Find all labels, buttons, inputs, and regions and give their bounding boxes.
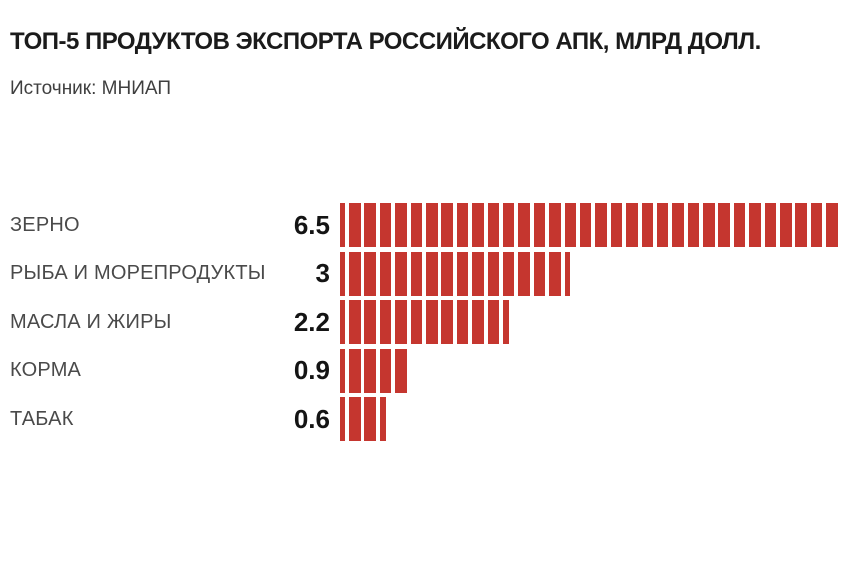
bar-segment [456,300,469,344]
bar-segment [410,300,423,344]
bar-segment [549,251,561,296]
bar-segment [349,397,361,441]
row-label-column: МАСЛА И ЖИРЫ 2.2 [0,307,330,338]
bar-segment [349,348,361,393]
bar-segment [410,203,423,247]
bar-segment [364,251,376,296]
bar-segment [379,300,392,344]
bar-segment [364,300,376,344]
bar-segment [364,397,376,441]
category-label: ЗЕРНО [10,213,80,236]
category-label: РЫБА И МОРЕПРОДУКТЫ [10,262,266,284]
bar-segment [379,348,392,393]
chart-title: ТОП-5 ПРОДУКТОВ ЭКСПОРТА РОССИЙСКОГО АПК… [10,28,761,55]
bar-segment [395,251,407,296]
bar [340,251,571,296]
bar-row: МАСЛА И ЖИРЫ 2.2 [0,300,850,344]
bar-segment [549,203,561,247]
bar-segment [379,203,392,247]
bar-segment [426,251,438,296]
bar-chart: ЗЕРНО 6.5 РЫБА И МОРЕПРОДУКТЫ 3 МАСЛА И ЖИРЫ… [0,203,850,446]
category-label: ТАБАК [10,407,74,430]
bar-segment [487,203,500,247]
bar-segment [518,251,530,296]
bar-segment [340,203,346,247]
bar-segment [502,203,515,247]
bar-segment [349,300,361,344]
value-label: 0.6 [293,403,330,434]
value-label: 3 [315,258,330,288]
bar-segment [364,348,376,393]
bar-segment [410,251,423,296]
bar-segment [340,397,346,441]
bar-segment [456,203,469,247]
row-label-column: РЫБА И МОРЕПРОДУКТЫ 3 [0,258,330,289]
bar-segment [395,300,407,344]
bar-segment [379,251,392,296]
bar-segment [672,203,684,247]
bar-segment [426,203,438,247]
bar-segment [472,251,484,296]
bar-segment [718,203,730,247]
row-label-column: ТАБАК 0.6 [0,404,330,435]
bar [340,348,407,393]
bar-segment [626,203,638,247]
bar-segment [656,203,669,247]
bar-segment [579,203,592,247]
bar-segment [749,203,761,247]
bar-segment [487,300,500,344]
bar-segment [733,203,746,247]
bar-segment [641,203,653,247]
source-note: Источник: МНИАП [10,78,171,99]
bar-segment [687,203,700,247]
bar-segment [456,251,469,296]
bar-segment [826,203,838,247]
row-label-column: ЗЕРНО 6.5 [0,210,330,241]
bar-segment [441,251,453,296]
bar-segment [441,203,453,247]
bar-segment [564,203,577,247]
bar-segment [395,348,407,393]
value-label: 6.5 [293,209,330,240]
bar-segment [349,203,361,247]
value-label: 0.9 [293,355,330,385]
bar-segment [379,397,386,441]
category-label: КОРМА [10,359,82,381]
bar [340,203,838,247]
bar-row: ТАБАК 0.6 [0,397,850,441]
category-label: МАСЛА И ЖИРЫ [10,310,172,333]
bar-segment [487,251,500,296]
bar-row: КОРМА 0.9 [0,348,850,393]
bar-segment [502,251,515,296]
bar-segment [595,203,607,247]
bar-segment [610,203,623,247]
bar-segment [533,251,546,296]
bar-segment [395,203,407,247]
row-label-column: КОРМА 0.9 [0,355,330,386]
value-label: 2.2 [293,306,330,337]
bar-segment [780,203,792,247]
bar-segment [441,300,453,344]
bar-segment [810,203,823,247]
bar-segment [426,300,438,344]
bar-segment [472,300,484,344]
bar-segment [364,203,376,247]
bar-segment [340,348,346,393]
bar-segment [472,203,484,247]
bar-segment [533,203,546,247]
bar-segment [764,203,777,247]
bar-segment [795,203,807,247]
bar-segment [703,203,715,247]
bar-row: ЗЕРНО 6.5 [0,203,850,247]
bar-segment [518,203,530,247]
bar-segment [340,251,346,296]
bar-segment [564,251,571,296]
bar [340,397,386,441]
bar-segment [502,300,509,344]
bar-segment [349,251,361,296]
bar [340,300,509,344]
bar-segment [340,300,346,344]
bar-row: РЫБА И МОРЕПРОДУКТЫ 3 [0,251,850,296]
